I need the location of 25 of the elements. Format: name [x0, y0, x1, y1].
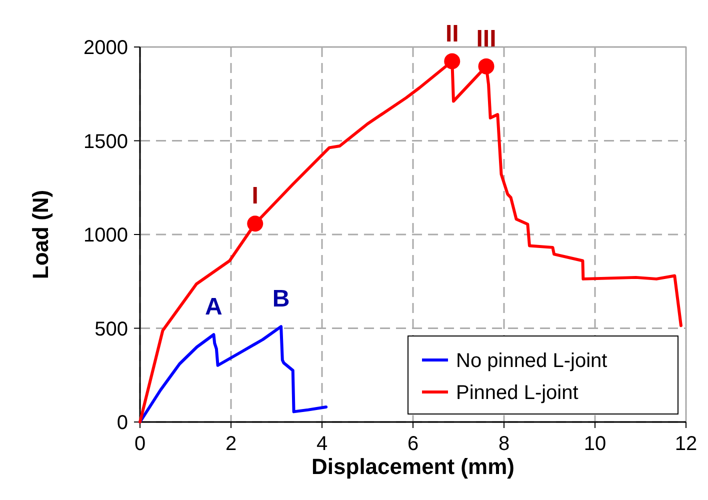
y-tick-label: 2000	[84, 37, 128, 59]
legend-label: No pinned L-joint	[456, 350, 608, 372]
y-tick-label: 500	[94, 318, 128, 340]
x-axis-title: Displacement (mm)	[312, 454, 514, 479]
line-series	[138, 325, 328, 424]
annotation: I	[252, 182, 258, 210]
x-tick-label: 2	[225, 433, 237, 455]
x-tick-label: 4	[316, 433, 328, 455]
annotation: II	[445, 20, 459, 48]
y-tick-label: 0	[116, 412, 128, 434]
x-tick-label: 8	[498, 433, 510, 455]
annotation: III	[476, 25, 496, 52]
legend-label: Pinned L-joint	[456, 382, 579, 404]
point	[444, 53, 460, 70]
y-tick-label: 1000	[84, 224, 128, 246]
y-tick-label: 1500	[84, 130, 128, 153]
x-tick-label: 10	[584, 433, 606, 455]
x-tick-label: 12	[674, 433, 698, 455]
annotation: A	[205, 294, 222, 321]
annotation: B	[272, 286, 290, 313]
x-tick-label: 0	[134, 433, 146, 455]
y-axis-title: Load (N)	[28, 190, 53, 280]
point	[478, 58, 494, 74]
x-tick-label: 6	[407, 433, 419, 455]
point	[247, 216, 264, 232]
